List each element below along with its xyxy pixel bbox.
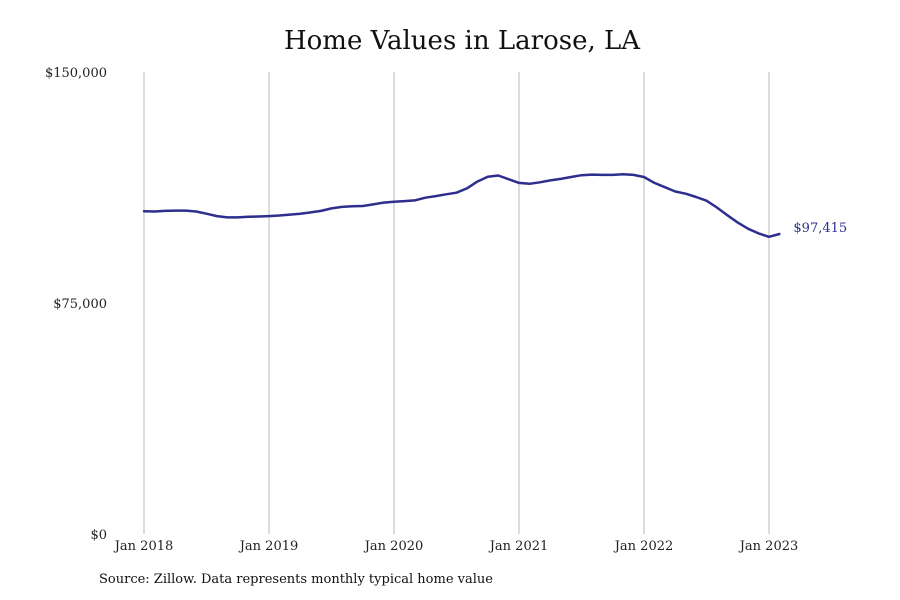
x-tick-label: Jan 2023 (738, 539, 799, 554)
chart-title: Home Values in Larose, LA (283, 26, 641, 56)
x-tick-label: Jan 2018 (113, 539, 174, 554)
x-tick-label: Jan 2019 (238, 539, 299, 554)
y-tick-label: $75,000 (53, 297, 107, 312)
y-axis-ticks: $0 $75,000 $150,000 (45, 66, 107, 543)
grid-lines (143, 72, 770, 534)
x-tick-label: Jan 2022 (613, 539, 674, 554)
series-line (142, 173, 781, 239)
end-value-layer: $97,415 (793, 221, 847, 236)
y-tick-label: $0 (90, 528, 107, 543)
end-value-label: $97,415 (793, 221, 847, 236)
x-tick-label: Jan 2020 (363, 539, 424, 554)
x-tick-label: Jan 2021 (488, 539, 549, 554)
series-layer (142, 173, 781, 239)
y-tick-label: $150,000 (45, 66, 107, 81)
source-note: Source: Zillow. Data represents monthly … (99, 572, 493, 587)
x-axis-ticks: Jan 2018 Jan 2019 Jan 2020 Jan 2021 Jan 2022… (113, 539, 799, 554)
